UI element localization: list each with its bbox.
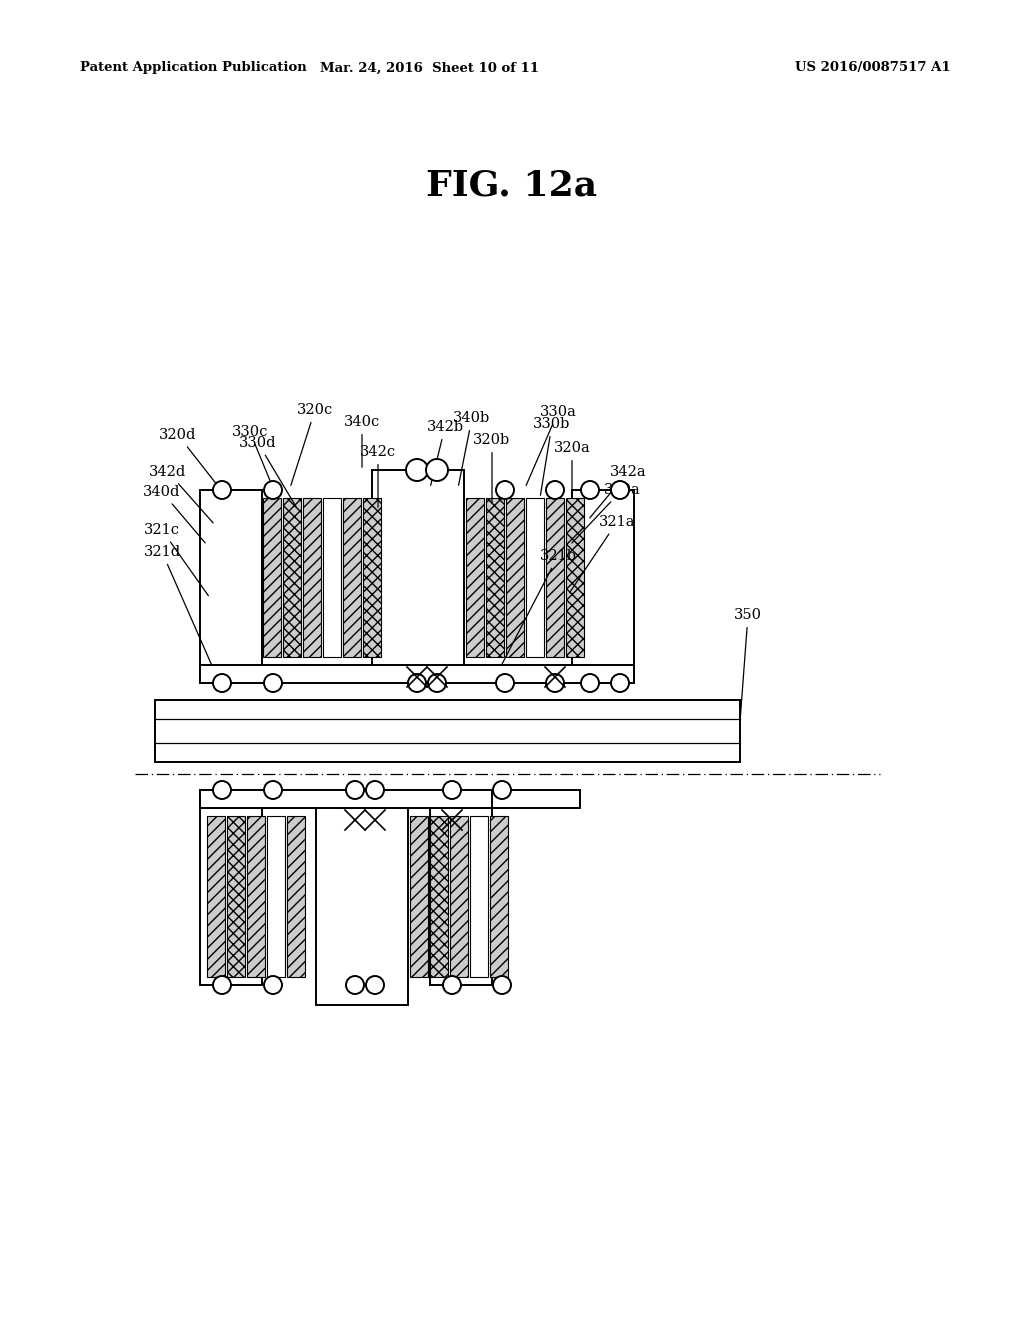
Text: 342b: 342b xyxy=(426,420,464,486)
Bar xyxy=(490,816,508,977)
Text: 330a: 330a xyxy=(526,405,577,486)
Circle shape xyxy=(546,480,564,499)
Circle shape xyxy=(581,675,599,692)
Circle shape xyxy=(213,675,231,692)
Bar xyxy=(200,789,580,808)
Circle shape xyxy=(264,975,282,994)
Circle shape xyxy=(581,480,599,499)
Circle shape xyxy=(346,975,364,994)
Text: 320b: 320b xyxy=(473,433,511,503)
Text: 330d: 330d xyxy=(240,436,297,508)
Text: 320a: 320a xyxy=(554,441,591,495)
Circle shape xyxy=(443,781,461,799)
Circle shape xyxy=(611,675,629,692)
Circle shape xyxy=(426,459,449,480)
Circle shape xyxy=(213,781,231,799)
Circle shape xyxy=(493,781,511,799)
Bar xyxy=(200,789,262,985)
Bar xyxy=(546,498,564,657)
Bar xyxy=(207,816,225,977)
Text: 342a: 342a xyxy=(590,465,646,517)
Text: 350: 350 xyxy=(734,609,762,719)
Bar xyxy=(267,816,285,977)
Text: 342d: 342d xyxy=(150,465,213,523)
Circle shape xyxy=(496,480,514,499)
Circle shape xyxy=(546,675,564,692)
Circle shape xyxy=(406,459,428,480)
Text: 321a: 321a xyxy=(569,515,635,593)
Circle shape xyxy=(366,975,384,994)
Bar xyxy=(316,789,408,1005)
Circle shape xyxy=(428,675,446,692)
Bar xyxy=(466,498,484,657)
Text: 320c: 320c xyxy=(291,403,333,486)
Bar xyxy=(362,498,381,657)
Bar xyxy=(227,816,245,977)
Bar xyxy=(200,789,492,808)
Circle shape xyxy=(264,781,282,799)
Circle shape xyxy=(611,480,629,499)
Text: FIG. 12a: FIG. 12a xyxy=(426,168,598,202)
Bar xyxy=(430,816,449,977)
Bar xyxy=(283,498,301,657)
Text: 320d: 320d xyxy=(160,428,223,492)
Bar xyxy=(303,498,321,657)
Circle shape xyxy=(213,480,231,499)
Text: 321b: 321b xyxy=(502,549,577,665)
Bar xyxy=(470,816,488,977)
Circle shape xyxy=(366,781,384,799)
Text: 330b: 330b xyxy=(534,417,570,495)
Circle shape xyxy=(496,675,514,692)
Bar xyxy=(430,789,492,985)
Text: 340d: 340d xyxy=(143,484,205,543)
Bar xyxy=(566,498,584,657)
Bar xyxy=(200,665,634,682)
Circle shape xyxy=(213,975,231,994)
Text: 330c: 330c xyxy=(231,425,276,498)
Circle shape xyxy=(443,975,461,994)
Bar xyxy=(155,700,740,762)
Circle shape xyxy=(264,675,282,692)
Bar xyxy=(343,498,361,657)
Circle shape xyxy=(346,781,364,799)
Bar xyxy=(506,498,524,657)
Text: Mar. 24, 2016  Sheet 10 of 11: Mar. 24, 2016 Sheet 10 of 11 xyxy=(321,62,540,74)
Bar xyxy=(526,498,544,657)
Bar xyxy=(450,816,468,977)
Bar xyxy=(572,490,634,682)
Bar xyxy=(263,498,281,657)
Circle shape xyxy=(264,480,282,499)
Text: 340b: 340b xyxy=(454,411,490,486)
Text: Patent Application Publication: Patent Application Publication xyxy=(80,62,307,74)
Bar xyxy=(410,816,428,977)
Text: 340a: 340a xyxy=(572,483,640,543)
Bar xyxy=(486,498,504,657)
Circle shape xyxy=(493,975,511,994)
Bar xyxy=(287,816,305,977)
Circle shape xyxy=(408,675,426,692)
Bar xyxy=(323,498,341,657)
Bar xyxy=(200,490,262,682)
Text: 321c: 321c xyxy=(144,523,209,595)
Bar xyxy=(247,816,265,977)
Text: 321d: 321d xyxy=(143,545,212,665)
Text: 342c: 342c xyxy=(360,445,396,507)
Text: 340c: 340c xyxy=(344,414,380,467)
Bar xyxy=(372,470,464,682)
Text: US 2016/0087517 A1: US 2016/0087517 A1 xyxy=(795,62,950,74)
